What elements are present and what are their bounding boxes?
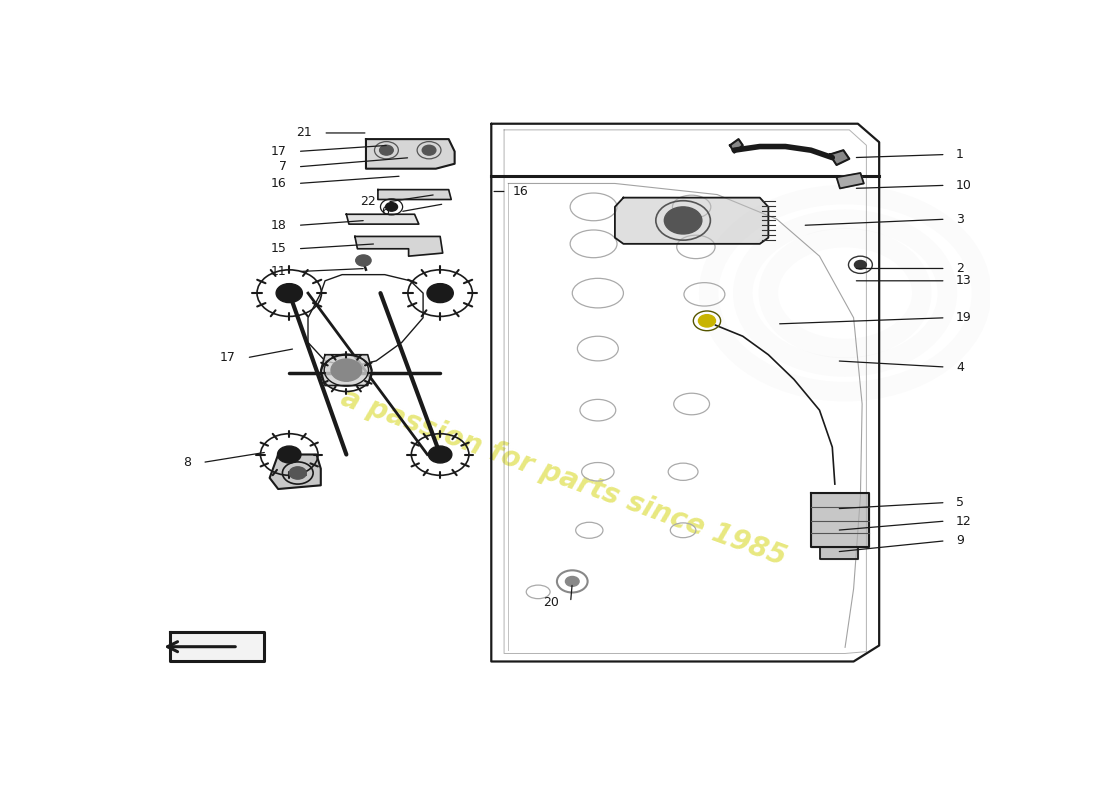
Text: 1: 1 xyxy=(956,148,964,161)
Text: 5: 5 xyxy=(956,496,964,509)
Polygon shape xyxy=(829,150,849,165)
Circle shape xyxy=(428,446,452,463)
Text: 8: 8 xyxy=(184,456,191,469)
Circle shape xyxy=(565,577,579,586)
Text: 10: 10 xyxy=(956,179,971,192)
Text: 11: 11 xyxy=(271,265,287,278)
Text: 7: 7 xyxy=(278,160,287,174)
Text: 2: 2 xyxy=(956,262,964,275)
Circle shape xyxy=(276,284,303,302)
Circle shape xyxy=(698,314,715,327)
Text: 13: 13 xyxy=(956,274,971,287)
Circle shape xyxy=(379,146,393,155)
Text: a passion for parts since 1985: a passion for parts since 1985 xyxy=(338,384,790,572)
Text: 6: 6 xyxy=(381,206,389,218)
Circle shape xyxy=(664,207,702,234)
Text: 4: 4 xyxy=(956,361,964,374)
Circle shape xyxy=(355,255,371,266)
Polygon shape xyxy=(730,139,743,153)
Text: 9: 9 xyxy=(956,534,964,547)
Circle shape xyxy=(386,202,397,211)
Circle shape xyxy=(289,467,306,479)
Circle shape xyxy=(277,446,301,463)
Text: 12: 12 xyxy=(956,514,971,527)
Circle shape xyxy=(855,261,867,269)
Circle shape xyxy=(331,359,362,382)
Polygon shape xyxy=(355,237,442,256)
Text: 16: 16 xyxy=(271,177,287,190)
Circle shape xyxy=(422,146,436,155)
Polygon shape xyxy=(321,354,372,386)
Polygon shape xyxy=(811,494,869,547)
Text: 16: 16 xyxy=(513,185,528,198)
Polygon shape xyxy=(346,214,419,224)
Text: 17: 17 xyxy=(271,145,287,158)
Text: 20: 20 xyxy=(543,596,560,609)
Text: 19: 19 xyxy=(956,311,971,324)
Circle shape xyxy=(336,366,356,381)
Polygon shape xyxy=(836,173,864,188)
Text: 17: 17 xyxy=(220,351,235,364)
Circle shape xyxy=(427,284,453,302)
Text: 15: 15 xyxy=(271,242,287,255)
Text: 18: 18 xyxy=(271,219,287,232)
Polygon shape xyxy=(615,198,768,244)
Text: 22: 22 xyxy=(361,195,376,209)
Polygon shape xyxy=(378,190,451,199)
Polygon shape xyxy=(366,139,454,169)
Text: 21: 21 xyxy=(297,126,312,139)
Polygon shape xyxy=(270,454,321,489)
Text: 3: 3 xyxy=(956,213,964,226)
Polygon shape xyxy=(820,547,858,559)
Polygon shape xyxy=(169,632,264,662)
